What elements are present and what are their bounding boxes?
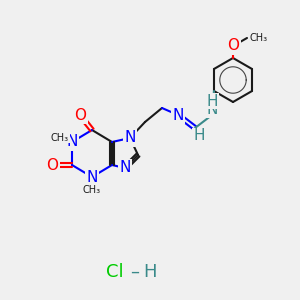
Text: H: H: [143, 263, 157, 281]
Text: H: H: [193, 128, 205, 143]
Text: N: N: [66, 134, 78, 149]
Text: O: O: [74, 107, 86, 122]
Text: H: H: [206, 94, 218, 109]
Text: –: –: [130, 263, 140, 281]
Text: Cl: Cl: [106, 263, 124, 281]
Text: O: O: [227, 38, 239, 53]
Text: N: N: [124, 130, 136, 146]
Text: N: N: [206, 103, 218, 118]
Text: CH₃: CH₃: [83, 185, 101, 195]
Text: N: N: [172, 107, 184, 122]
Text: N: N: [119, 160, 131, 175]
Text: N: N: [86, 169, 98, 184]
Text: CH₃: CH₃: [250, 33, 268, 43]
Text: O: O: [46, 158, 58, 172]
Text: CH₃: CH₃: [51, 133, 69, 143]
